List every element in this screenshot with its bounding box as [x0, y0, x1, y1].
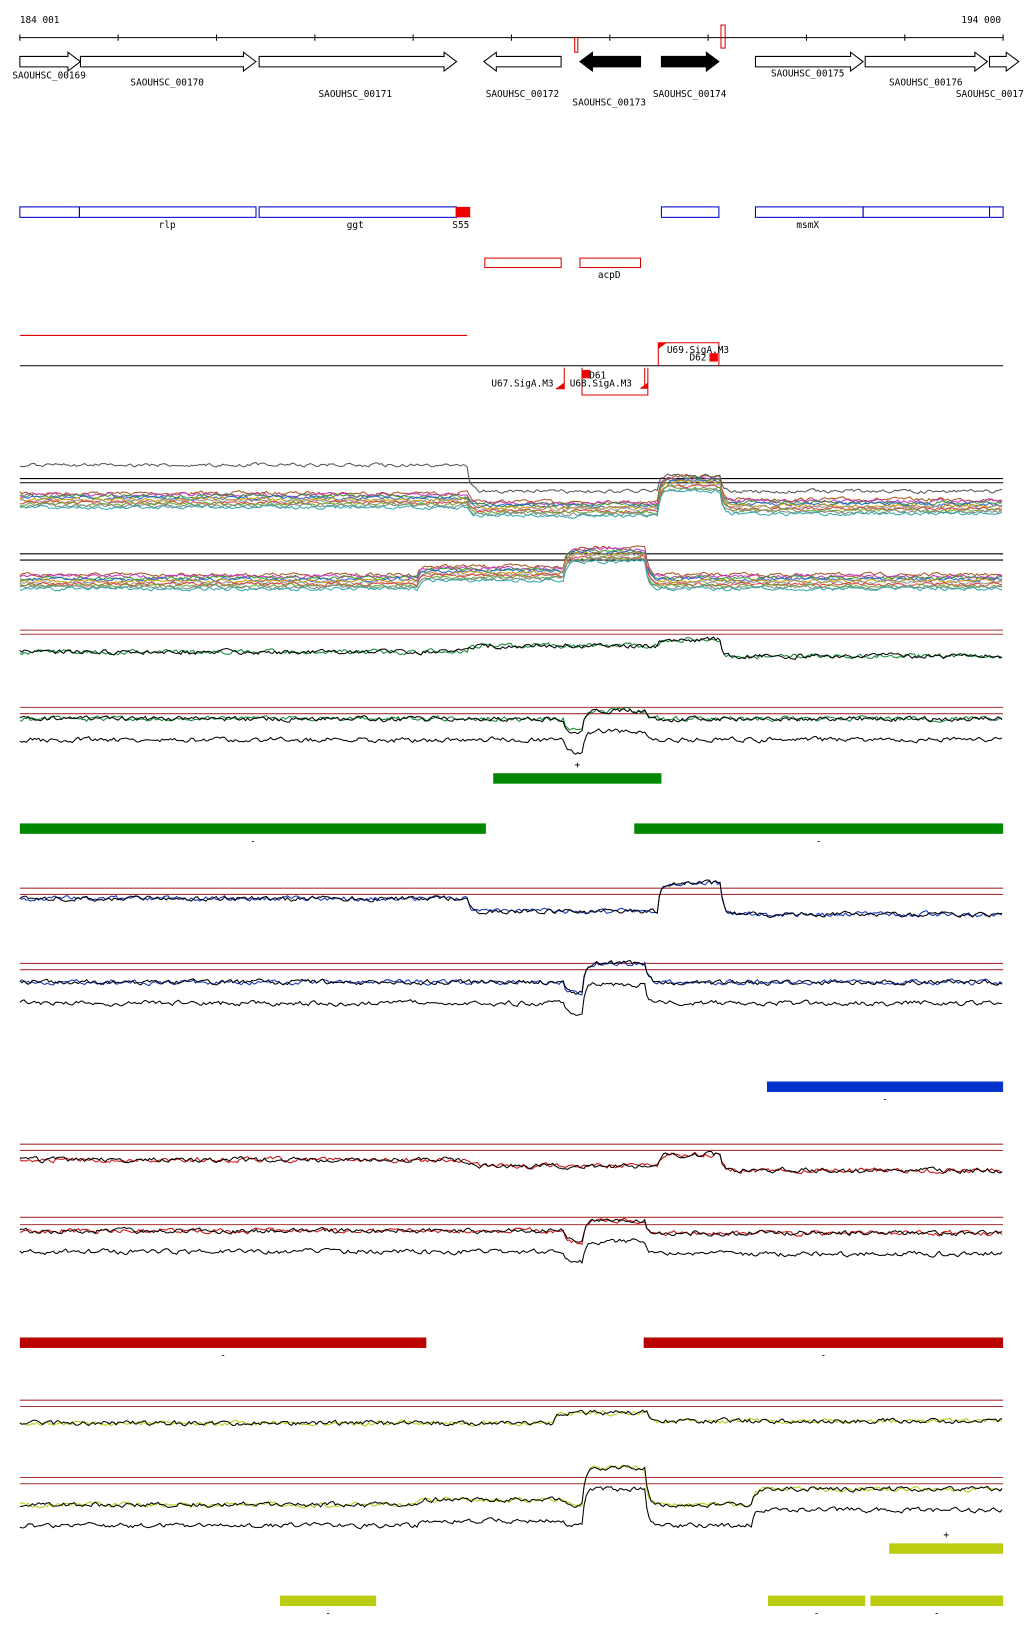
marker	[720, 24, 726, 49]
trace	[19, 708, 1003, 735]
gene-label: SAOUHSC_00169	[12, 70, 86, 81]
trace	[19, 636, 1003, 660]
gene-label: SAOUHSC_00176	[889, 78, 963, 89]
trace	[19, 1464, 1003, 1509]
trace	[19, 476, 1003, 506]
trace	[19, 545, 1003, 578]
trace	[19, 1150, 1003, 1174]
segment-sign: -	[814, 1608, 820, 1619]
trace	[19, 959, 1003, 995]
segment-bar	[643, 1337, 1004, 1348]
gene-label: SAOUHSC_00171	[319, 89, 393, 100]
trace	[19, 960, 1003, 996]
feature-box	[579, 257, 642, 269]
trace	[19, 1409, 1003, 1427]
gene-arrow	[482, 51, 562, 73]
feature-box	[484, 257, 562, 269]
gene-arrow	[19, 51, 82, 73]
trace	[19, 546, 1003, 580]
trace	[19, 550, 1003, 584]
ruler-end: 194 000	[961, 15, 1001, 26]
feature-box	[258, 206, 458, 218]
segment-bar	[493, 773, 662, 784]
marker	[574, 37, 579, 53]
trace	[19, 982, 1003, 1016]
gene-label: SAOUHSC_00172	[486, 89, 559, 100]
trace	[19, 483, 1003, 514]
promoter-label: D62	[690, 352, 707, 363]
segment-bar	[280, 1595, 377, 1607]
feature-box	[754, 206, 864, 218]
feature-box	[455, 206, 471, 218]
trace	[19, 479, 1003, 511]
segment-sign: +	[574, 760, 580, 771]
ruler-start: 184 001	[20, 15, 60, 26]
trace	[19, 555, 1003, 589]
gene-arrow	[79, 51, 257, 73]
trace	[19, 728, 1003, 755]
promoter-label: U68.SigA.M3	[570, 379, 632, 390]
segment-bar	[19, 1337, 427, 1348]
segment-bar	[634, 823, 1004, 834]
segment-sign: -	[220, 1350, 226, 1361]
segment-sign: -	[325, 1608, 331, 1619]
gene-label: SAOUHSC_00170	[130, 78, 204, 89]
trace	[19, 1409, 1003, 1427]
trace	[19, 1464, 1003, 1509]
trace	[19, 879, 1003, 919]
feature-box	[862, 206, 991, 218]
segment-sign: -	[816, 836, 822, 847]
segment-sign: +	[943, 1530, 949, 1541]
trace	[19, 486, 1003, 517]
trace	[19, 549, 1003, 583]
promoter-label: U69.SigA.M3	[667, 345, 729, 356]
gene-label: SAOUHSC_00175	[771, 68, 844, 79]
segment-sign: -	[882, 1094, 888, 1105]
segment-bar	[768, 1595, 866, 1607]
feature-label: ggt	[347, 220, 364, 231]
feature-box	[988, 206, 1004, 218]
trace	[19, 559, 1003, 592]
feature-label: acpD	[598, 270, 621, 281]
trace	[19, 462, 1003, 495]
feature-label: rlp	[159, 220, 176, 231]
trace	[19, 1486, 1003, 1530]
trace	[19, 1217, 1003, 1246]
feature-label: msmX	[796, 220, 819, 231]
segment-sign: -	[821, 1350, 827, 1361]
segment-bar	[889, 1543, 1004, 1554]
segment-sign: -	[250, 836, 256, 847]
gene-arrow	[660, 51, 720, 73]
feature-box	[19, 206, 80, 218]
segment-bar	[766, 1081, 1004, 1092]
gene-label: SAOUHSC_00177	[956, 89, 1024, 100]
gene-arrow	[579, 51, 642, 73]
segment-bar	[19, 823, 486, 834]
gene-label: SAOUHSC_00174	[653, 89, 727, 100]
trace	[19, 1218, 1003, 1243]
trace	[19, 637, 1003, 660]
segment-sign: -	[934, 1608, 940, 1619]
promoter-label: U67.SigA.M3	[491, 379, 553, 390]
gene-label: SAOUHSC_00173	[572, 98, 645, 109]
trace	[19, 553, 1003, 586]
gene-arrow	[864, 51, 989, 73]
trace	[19, 478, 1003, 509]
trace	[19, 1238, 1003, 1265]
gene-arrow	[988, 51, 1020, 73]
segment-bar	[870, 1595, 1004, 1607]
feature-box	[660, 206, 720, 218]
feature-box	[78, 206, 257, 218]
gene-arrow	[258, 51, 458, 73]
gene-arrow	[754, 51, 864, 73]
promoter-label: D61	[589, 370, 606, 381]
feature-label: S55	[452, 220, 469, 231]
trace	[19, 488, 1003, 519]
